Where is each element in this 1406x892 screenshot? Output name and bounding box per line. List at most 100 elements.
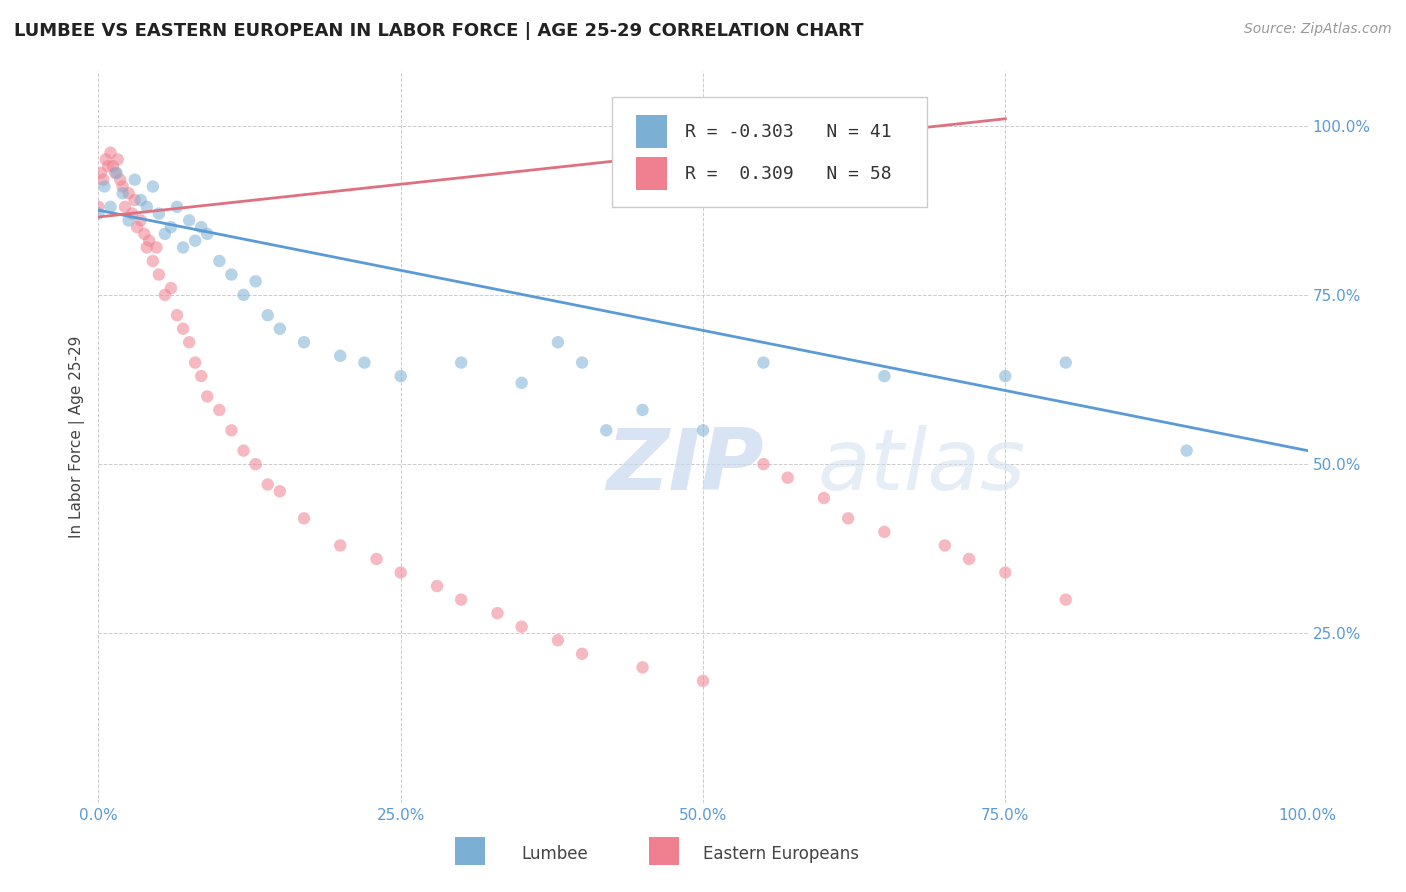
- Text: Source: ZipAtlas.com: Source: ZipAtlas.com: [1244, 22, 1392, 37]
- Point: [108, 172, 131, 186]
- Point: [124, 193, 146, 207]
- Point: [873, 524, 896, 539]
- Point: [389, 566, 412, 580]
- Y-axis label: In Labor Force | Age 25-29: In Labor Force | Age 25-29: [69, 336, 84, 538]
- Point: [138, 234, 160, 248]
- Point: [221, 423, 243, 437]
- Point: [256, 308, 278, 322]
- FancyBboxPatch shape: [637, 115, 666, 148]
- Point: [129, 213, 152, 227]
- Point: [957, 552, 980, 566]
- Point: [190, 369, 212, 384]
- Point: [426, 579, 449, 593]
- Point: [111, 179, 134, 194]
- Point: [873, 369, 896, 384]
- Point: [124, 172, 146, 186]
- Point: [160, 281, 183, 295]
- Point: [1175, 443, 1198, 458]
- Text: R =  0.309   N = 58: R = 0.309 N = 58: [685, 165, 891, 183]
- Point: [100, 200, 122, 214]
- Point: [172, 322, 194, 336]
- Point: [1054, 592, 1077, 607]
- Point: [166, 308, 188, 322]
- Point: [752, 355, 775, 369]
- Point: [389, 369, 412, 384]
- Point: [547, 335, 569, 350]
- Text: Eastern Europeans: Eastern Europeans: [703, 845, 859, 863]
- Point: [97, 159, 120, 173]
- Point: [87, 206, 110, 220]
- Point: [631, 403, 654, 417]
- Point: [184, 234, 207, 248]
- Point: [190, 220, 212, 235]
- Point: [232, 443, 254, 458]
- Point: [486, 606, 509, 620]
- FancyBboxPatch shape: [613, 97, 927, 207]
- Point: [87, 200, 110, 214]
- Point: [195, 227, 218, 241]
- Point: [105, 166, 128, 180]
- Point: [510, 620, 533, 634]
- Point: [100, 145, 122, 160]
- Point: [184, 355, 207, 369]
- Text: LUMBEE VS EASTERN EUROPEAN IN LABOR FORCE | AGE 25-29 CORRELATION CHART: LUMBEE VS EASTERN EUROPEAN IN LABOR FORC…: [14, 22, 863, 40]
- Point: [232, 288, 254, 302]
- Point: [142, 254, 165, 268]
- Point: [245, 457, 267, 471]
- Point: [118, 186, 141, 201]
- Point: [121, 206, 143, 220]
- Point: [153, 288, 176, 302]
- FancyBboxPatch shape: [637, 157, 666, 190]
- Text: Lumbee: Lumbee: [522, 845, 588, 863]
- Point: [329, 538, 352, 552]
- Point: [329, 349, 352, 363]
- Point: [256, 477, 278, 491]
- Point: [510, 376, 533, 390]
- Point: [595, 423, 617, 437]
- Point: [245, 274, 267, 288]
- Point: [118, 213, 141, 227]
- Point: [353, 355, 375, 369]
- Point: [114, 200, 136, 214]
- Point: [134, 227, 156, 241]
- Point: [692, 673, 714, 688]
- Point: [366, 552, 388, 566]
- FancyBboxPatch shape: [456, 838, 485, 865]
- Point: [94, 153, 117, 167]
- Point: [129, 193, 152, 207]
- Point: [107, 153, 129, 167]
- Point: [269, 484, 291, 499]
- Point: [135, 200, 157, 214]
- Point: [450, 355, 472, 369]
- Point: [292, 511, 315, 525]
- Point: [111, 186, 134, 201]
- Point: [148, 268, 170, 282]
- Point: [93, 179, 115, 194]
- FancyBboxPatch shape: [648, 838, 679, 865]
- Point: [208, 254, 231, 268]
- Point: [145, 240, 167, 254]
- Point: [292, 335, 315, 350]
- Point: [166, 200, 188, 214]
- Text: atlas: atlas: [818, 425, 1026, 508]
- Point: [752, 457, 775, 471]
- Point: [221, 268, 243, 282]
- Point: [692, 423, 714, 437]
- Point: [91, 172, 114, 186]
- Point: [153, 227, 176, 241]
- Point: [179, 213, 201, 227]
- Point: [135, 240, 157, 254]
- Point: [142, 179, 165, 194]
- Point: [179, 335, 201, 350]
- Point: [90, 166, 112, 180]
- Point: [934, 538, 956, 552]
- Text: R = -0.303   N = 41: R = -0.303 N = 41: [685, 123, 891, 141]
- Point: [101, 159, 124, 173]
- Point: [571, 355, 593, 369]
- Point: [148, 206, 170, 220]
- Point: [547, 633, 569, 648]
- Point: [208, 403, 231, 417]
- Point: [994, 369, 1017, 384]
- Point: [631, 660, 654, 674]
- Point: [127, 220, 149, 235]
